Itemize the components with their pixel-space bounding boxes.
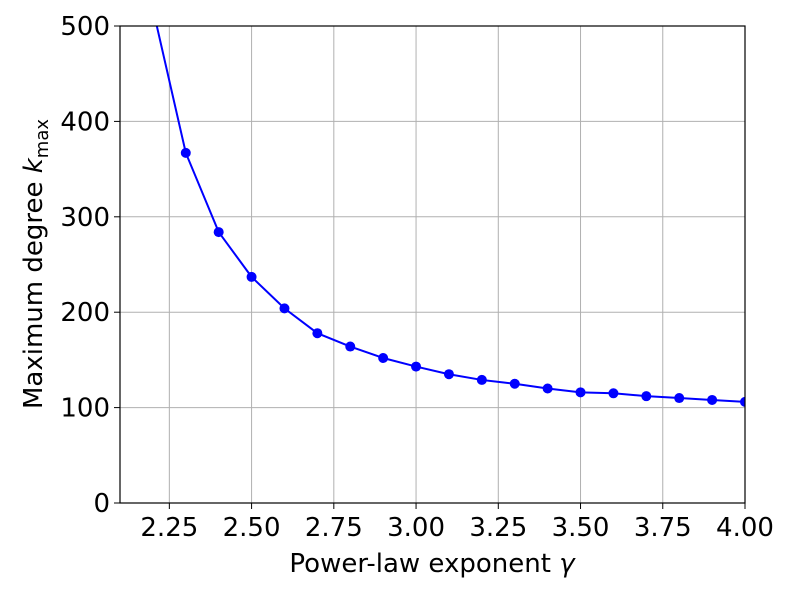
y-tick-label: 500 — [60, 12, 110, 42]
x-tick-label: 3.00 — [387, 513, 445, 543]
x-tick-label: 2.50 — [223, 513, 281, 543]
y-axis-label: Maximum degree kmax — [19, 119, 53, 409]
x-tick-label: 4.00 — [716, 513, 774, 543]
marker — [246, 271, 257, 282]
y-tick-label: 400 — [60, 107, 110, 137]
x-tick-label: 2.25 — [140, 513, 198, 543]
marker — [312, 328, 323, 339]
marker — [476, 374, 487, 385]
marker — [641, 391, 652, 402]
marker — [279, 303, 290, 314]
marker — [443, 369, 454, 380]
marker — [148, 4, 158, 14]
x-tick-label: 3.25 — [469, 513, 527, 543]
marker — [180, 147, 191, 158]
grid — [120, 25, 746, 504]
y-tick-label: 100 — [60, 394, 110, 424]
x-tick-label: 2.75 — [305, 513, 363, 543]
plot-area — [148, 4, 745, 407]
marker — [509, 378, 520, 389]
marker — [378, 352, 389, 363]
ticks: 0 100 200 300 400 500 2.25 2.50 2.75 3.00 3.25 3.50… — [60, 12, 774, 543]
axes-frame — [119, 25, 746, 504]
line — [155, 26, 745, 403]
marker — [411, 361, 422, 372]
marker — [674, 393, 685, 404]
marker — [608, 388, 619, 399]
marker — [707, 394, 718, 405]
x-axis-label: Power-law exponent γ — [289, 549, 576, 579]
y-tick-label: 0 — [93, 489, 110, 519]
y-tick-label: 300 — [60, 203, 110, 233]
x-tick-label: 3.50 — [552, 513, 610, 543]
marker — [213, 227, 224, 238]
y-tick-label: 200 — [60, 298, 110, 328]
marker — [542, 383, 553, 394]
marker — [575, 387, 586, 398]
x-tick-label: 3.75 — [634, 513, 692, 543]
marker — [345, 341, 356, 352]
marker — [740, 396, 745, 407]
